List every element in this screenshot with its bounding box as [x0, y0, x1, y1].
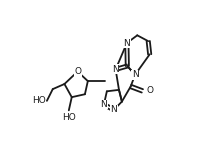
Text: HO: HO: [32, 96, 46, 105]
Text: O: O: [74, 67, 81, 76]
Text: HO: HO: [62, 112, 76, 122]
Text: N: N: [132, 70, 138, 79]
Text: O: O: [147, 86, 153, 95]
Text: N: N: [112, 65, 119, 74]
Text: N: N: [124, 39, 130, 48]
Text: N: N: [101, 100, 107, 109]
Text: N: N: [110, 105, 117, 114]
